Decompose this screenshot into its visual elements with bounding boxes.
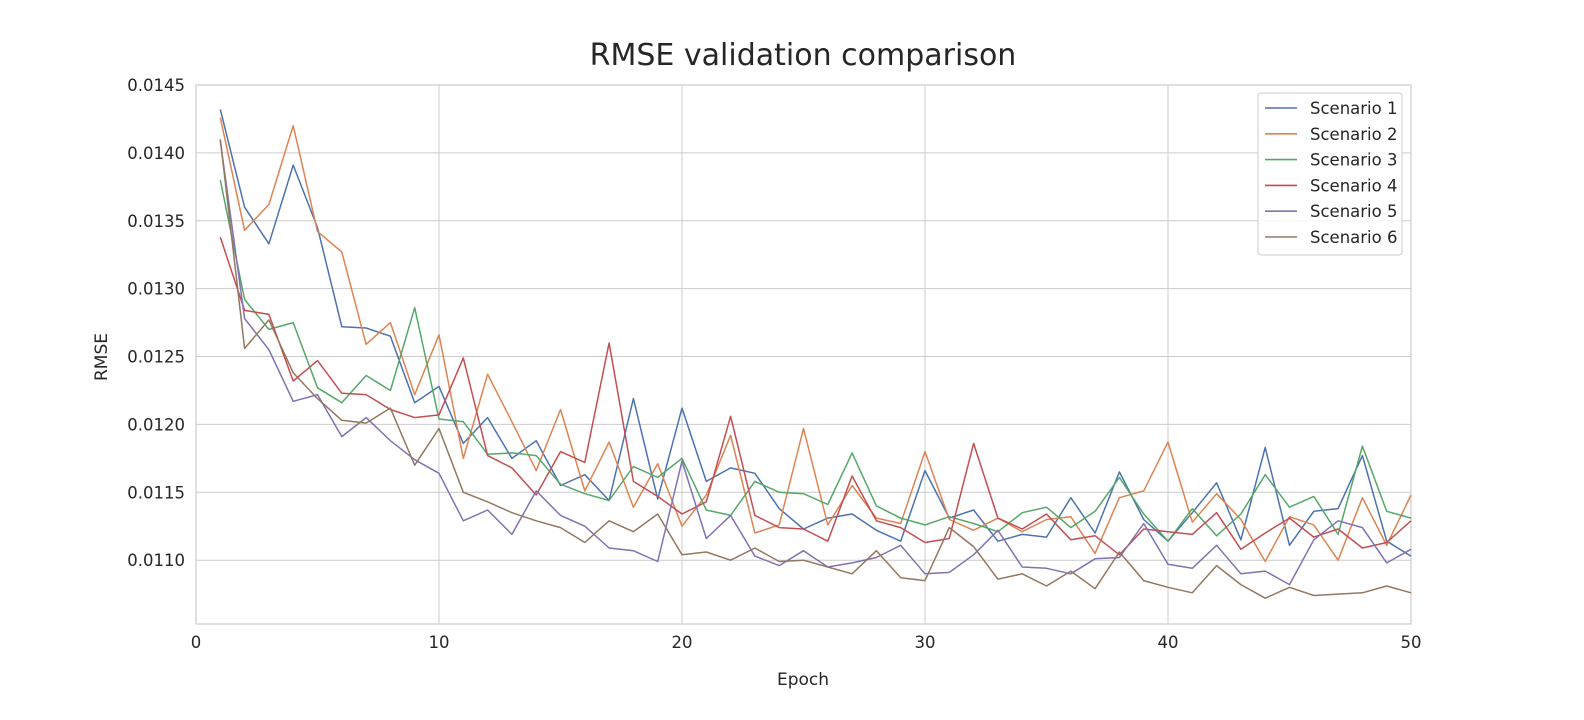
series-line-scenario-5 [219, 140, 1412, 586]
series-lines [219, 109, 1412, 599]
y-tick-label: 0.0145 [127, 76, 185, 95]
x-tick-label: 10 [429, 633, 450, 652]
y-tick-label: 0.0140 [127, 144, 185, 163]
y-tick-label: 0.0135 [127, 212, 185, 231]
legend-label-scenario-3: Scenario 3 [1310, 151, 1397, 170]
grid-lines [195, 84, 1412, 624]
legend-label-scenario-4: Scenario 4 [1310, 176, 1397, 195]
legend-label-scenario-1: Scenario 1 [1310, 99, 1397, 118]
y-tick-label: 0.0120 [127, 415, 185, 434]
y-tick-label: 0.0110 [127, 551, 185, 570]
y-tick-label: 0.0125 [127, 348, 185, 367]
x-tick-label: 30 [915, 633, 936, 652]
plot-area-frame [195, 84, 1412, 625]
series-line-scenario-1 [219, 109, 1412, 557]
x-axis-label: Epoch [777, 670, 829, 690]
y-axis-label: RMSE [92, 333, 112, 381]
series-line-scenario-3 [219, 179, 1412, 542]
x-tick-label: 0 [191, 633, 202, 652]
series-line-scenario-2 [219, 117, 1412, 563]
y-tick-label: 0.0115 [127, 483, 185, 502]
y-tick-label: 0.0130 [127, 280, 185, 299]
y-axis-ticks: 0.0110 0.0115 0.0120 0.0125 0.0130 0.0135 0.01… [127, 76, 185, 570]
legend: Scenario 1 Scenario 2 Scenario 3 Scenario 4… [1257, 92, 1403, 256]
chart-title: RMSE validation comparison [590, 38, 1017, 73]
x-tick-label: 40 [1158, 633, 1179, 652]
legend-label-scenario-5: Scenario 5 [1310, 202, 1397, 221]
x-tick-label: 50 [1401, 633, 1422, 652]
series-line-scenario-6 [219, 139, 1412, 599]
legend-label-scenario-2: Scenario 2 [1310, 125, 1397, 144]
series-line-scenario-4 [219, 236, 1412, 556]
x-tick-label: 20 [672, 633, 693, 652]
legend-label-scenario-6: Scenario 6 [1310, 228, 1397, 247]
x-axis-ticks: 0 10 20 30 40 50 [191, 633, 1422, 652]
